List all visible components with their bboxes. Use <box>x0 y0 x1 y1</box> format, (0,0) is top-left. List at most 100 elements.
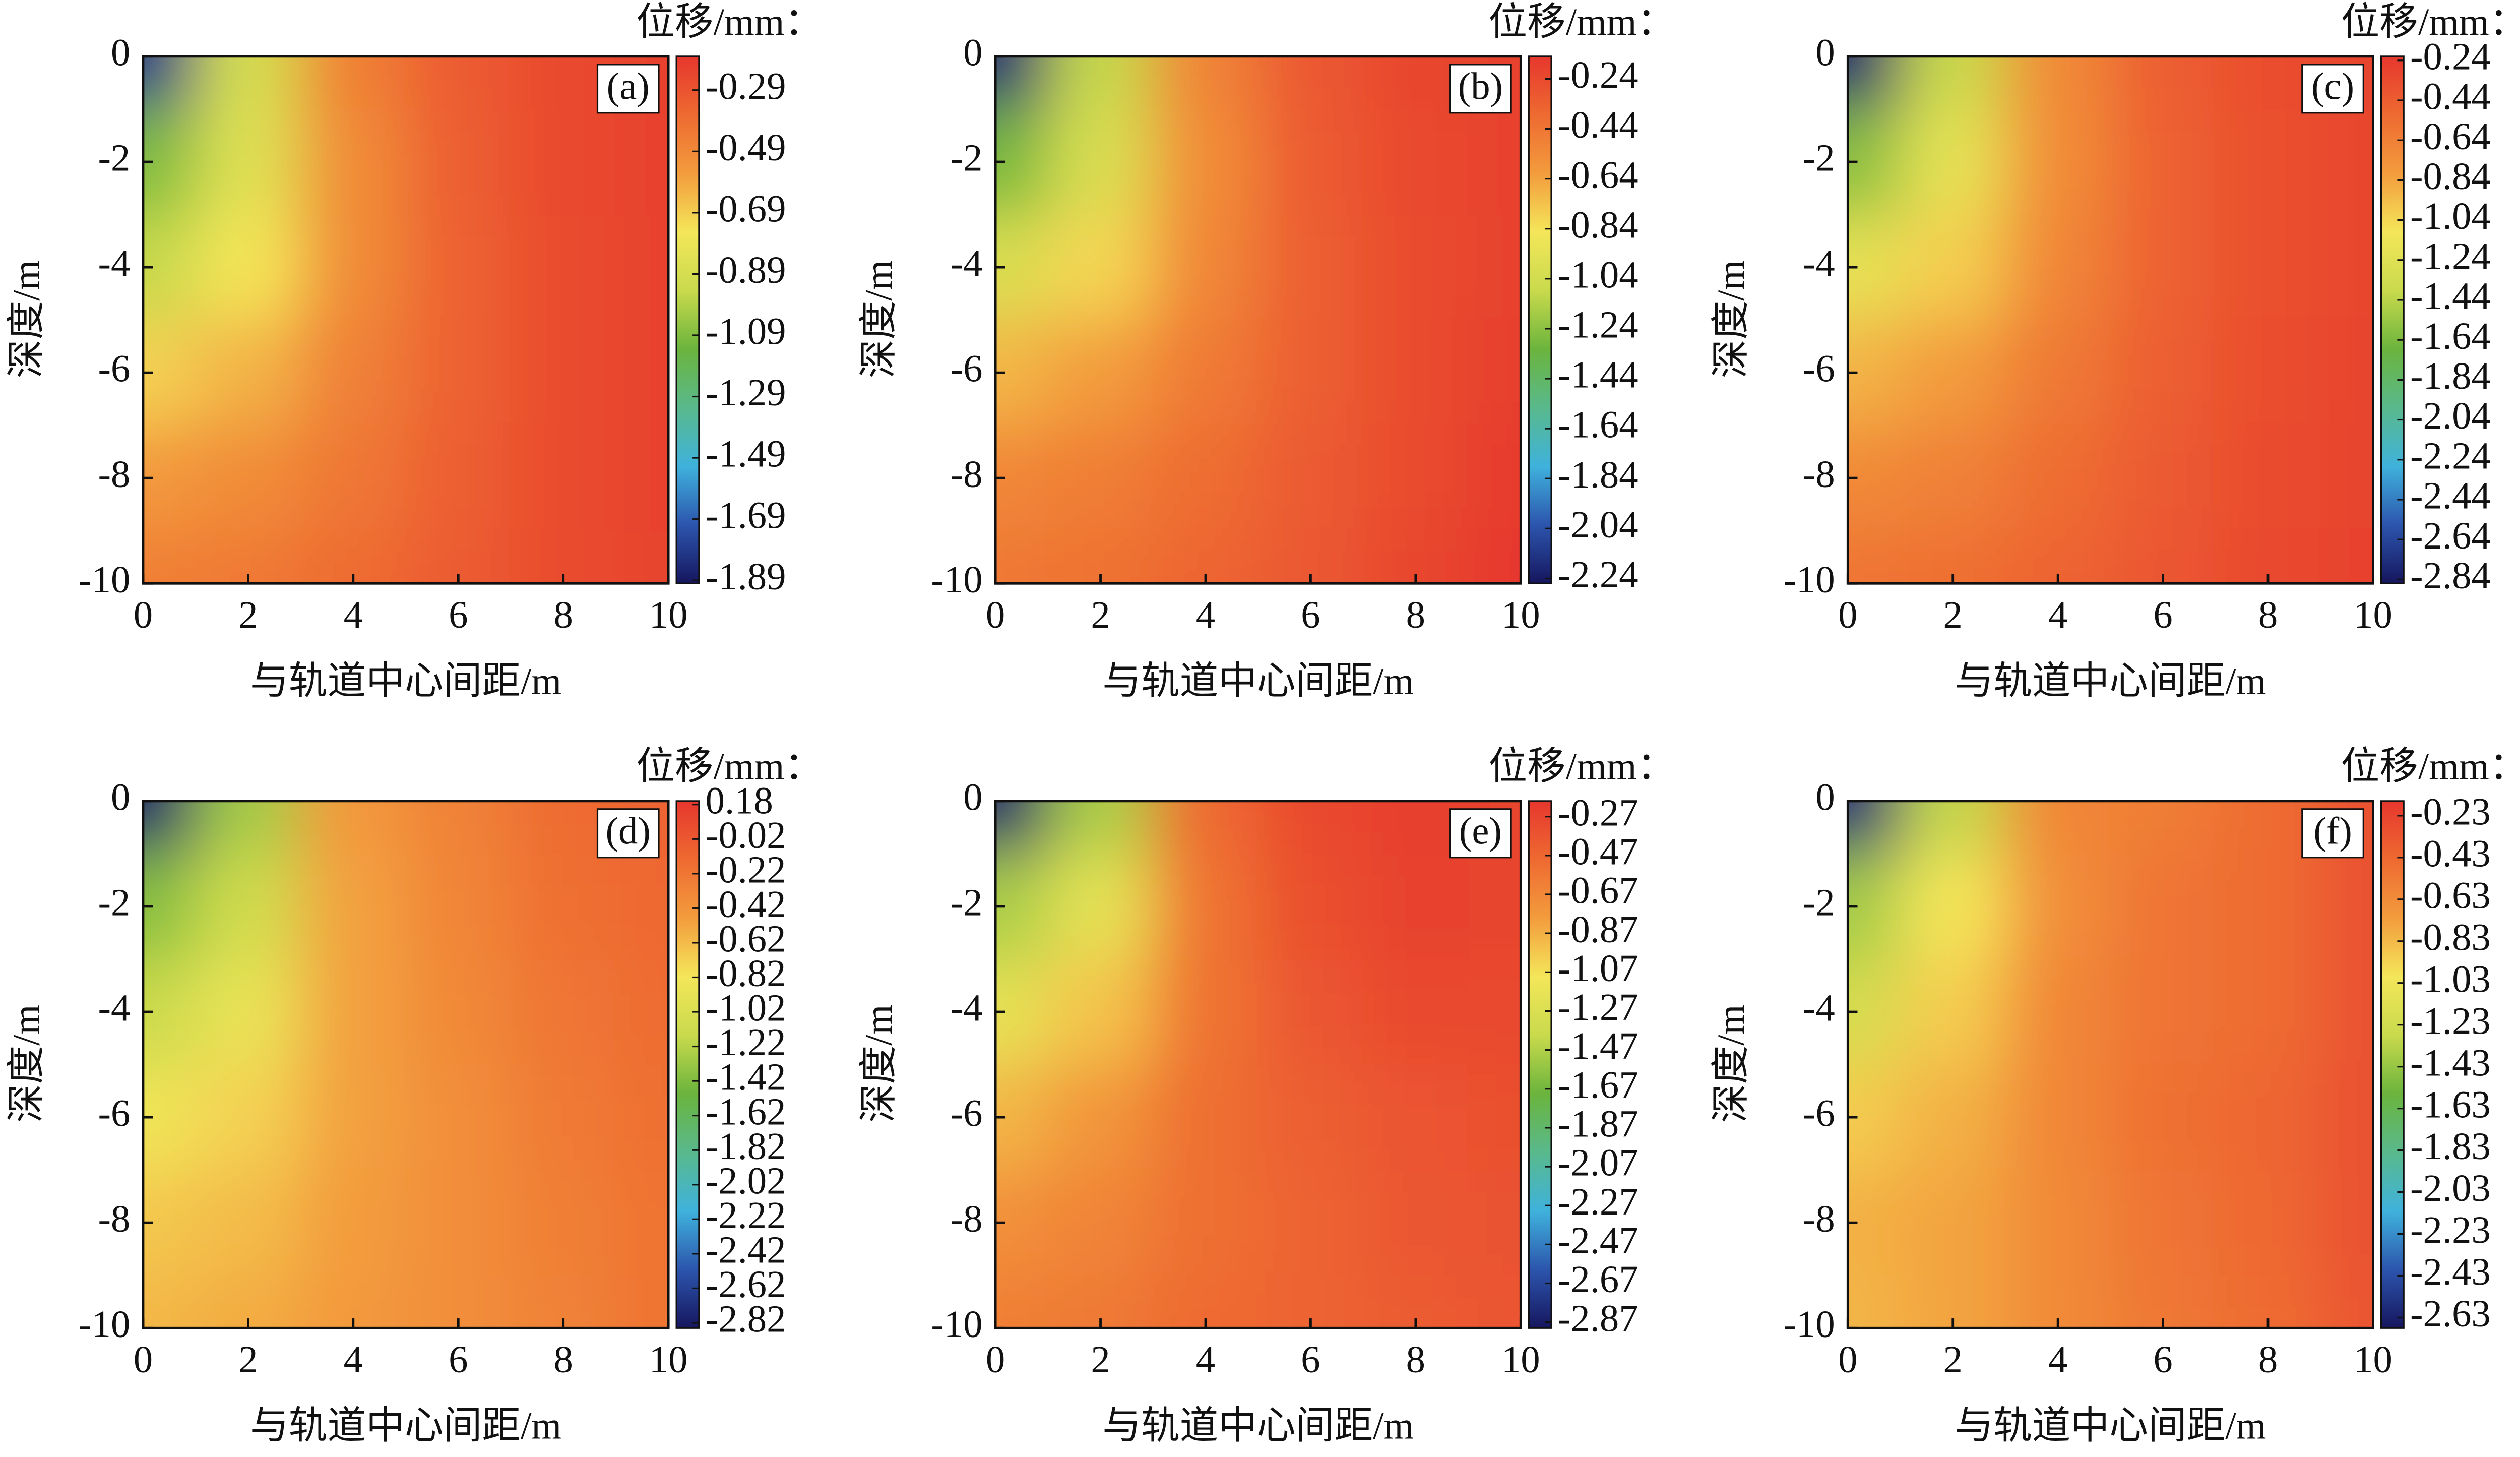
colorbar-tick-label: -1.04 <box>2410 195 2491 237</box>
plot-frame <box>994 800 1522 1329</box>
contour-cells <box>995 56 1521 584</box>
y-axis-label: 深度/m <box>1710 1005 1752 1123</box>
colorbar-tick-label: -0.27 <box>1558 791 1639 834</box>
contour-cell <box>615 319 669 427</box>
contour-cell <box>1257 801 1364 855</box>
colorbar <box>675 55 700 584</box>
contour-cell <box>2319 853 2373 960</box>
panel-label-box <box>2301 64 2364 114</box>
contour-cell <box>2319 108 2373 216</box>
contour-cell <box>1047 319 1154 427</box>
panel-label-box <box>1449 808 1512 859</box>
contour-cell <box>143 801 197 855</box>
x-tick-label: 0 <box>1838 1338 1857 1381</box>
colorbar-tick-label: -0.44 <box>2410 75 2491 118</box>
contour-cell <box>1467 530 1521 584</box>
plot-frame <box>142 800 670 1329</box>
x-tick-label: 2 <box>1091 593 1110 636</box>
contour-cell <box>2109 108 2217 216</box>
y-tick-label: -6 <box>98 347 130 390</box>
contour-cell <box>1152 853 1259 960</box>
contour-cell <box>510 1063 617 1171</box>
x-tick-label: 0 <box>986 593 1005 636</box>
contour-cell <box>1257 958 1364 1066</box>
contour-cells <box>1848 56 2373 584</box>
colorbar-tick-label: -2.27 <box>1558 1180 1639 1223</box>
contour-cell <box>405 424 512 532</box>
contour-field <box>1848 56 2373 584</box>
contour-cell <box>1152 958 1259 1066</box>
contour-cell <box>615 1063 669 1171</box>
contour-cell <box>1362 424 1469 532</box>
colorbar-tick-label: -0.67 <box>1558 869 1639 912</box>
contour-cells <box>143 56 669 584</box>
plot-frame <box>1846 800 2374 1329</box>
y-tick-label: -8 <box>1803 453 1835 496</box>
contour-cell <box>2004 1063 2111 1171</box>
colorbar-tick-label: -2.07 <box>1558 1141 1639 1184</box>
contour-cell <box>300 853 407 960</box>
contour-cell <box>2109 213 2217 321</box>
contour-cell <box>2215 319 2321 427</box>
contour-cell <box>995 1274 1049 1328</box>
contour-cell <box>615 108 669 216</box>
y-tick-label: -2 <box>98 137 130 179</box>
y-tick-label: 0 <box>111 31 130 74</box>
contour-cell <box>2319 424 2373 532</box>
contour-cell <box>1467 853 1521 960</box>
panel-label-box <box>596 808 660 859</box>
contour-cell <box>1152 213 1259 321</box>
colorbar-title: 位移/mm： <box>2341 745 2520 788</box>
plot-frame <box>994 55 1522 585</box>
y-tick-label: -6 <box>1803 347 1835 390</box>
x-tick-label: 6 <box>1301 1338 1320 1381</box>
x-axis-label: 与轨道中心间距/m <box>250 1404 561 1447</box>
panel-label: (e) <box>1459 810 1502 853</box>
contour-cell <box>195 108 302 216</box>
contour-cell <box>615 1274 669 1328</box>
y-tick-label: -4 <box>98 242 130 285</box>
contour-cell <box>195 319 302 427</box>
colorbar <box>1528 800 1552 1329</box>
colorbar-tick-label: -1.49 <box>706 433 786 475</box>
colorbar-tick-label: -2.04 <box>2410 394 2491 437</box>
contour-cell <box>995 530 1049 584</box>
contour-cell <box>1257 319 1364 427</box>
colorbar-tick-label: -1.29 <box>706 371 786 414</box>
colorbar-tick-label: -2.84 <box>2410 554 2491 597</box>
colorbar-tick-label: -2.02 <box>706 1159 786 1202</box>
contour-cell <box>2215 108 2321 216</box>
x-tick-label: 10 <box>649 593 688 636</box>
y-tick-label: -10 <box>1783 558 1835 601</box>
colorbar-tick-label: -2.82 <box>706 1298 786 1341</box>
x-tick-label: 8 <box>554 1338 573 1381</box>
colorbar-title: 位移/mm： <box>2341 1 2520 43</box>
colorbar-tick-label: -1.47 <box>1558 1024 1639 1067</box>
y-axis-label: 深度/m <box>5 260 48 378</box>
contour-cell <box>1362 1063 1469 1171</box>
colorbar-tick-label: -2.42 <box>706 1228 786 1271</box>
y-tick-label: 0 <box>111 775 130 818</box>
contour-cell <box>1152 319 1259 427</box>
contour-cell <box>2004 958 2111 1066</box>
y-tick-label: -8 <box>1803 1197 1835 1240</box>
y-tick-label: -8 <box>98 1197 130 1240</box>
contour-cell <box>405 958 512 1066</box>
contour-cell <box>300 108 407 216</box>
contour-cell <box>1362 319 1469 427</box>
contour-cell <box>510 108 617 216</box>
x-tick-label: 8 <box>2258 593 2278 636</box>
colorbar-tick-label: -2.22 <box>706 1194 786 1237</box>
contour-cell <box>143 1274 197 1328</box>
x-tick-label: 2 <box>1943 593 1963 636</box>
x-tick-label: 4 <box>1196 593 1215 636</box>
y-tick-label: -2 <box>98 881 130 924</box>
contour-cell <box>2215 424 2321 532</box>
colorbar-tick-label: -0.29 <box>706 65 786 107</box>
x-tick-label: 10 <box>1501 1338 1540 1381</box>
colorbar-tick-label: -1.24 <box>2410 234 2491 277</box>
y-tick-label: -10 <box>79 1303 130 1346</box>
contour-cell <box>405 1169 512 1277</box>
contour-cell <box>1362 853 1469 960</box>
